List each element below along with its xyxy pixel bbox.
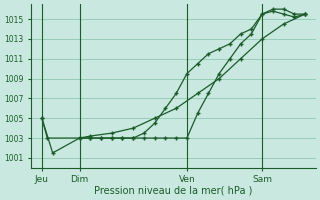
X-axis label: Pression niveau de la mer( hPa ): Pression niveau de la mer( hPa ) [94,186,253,196]
